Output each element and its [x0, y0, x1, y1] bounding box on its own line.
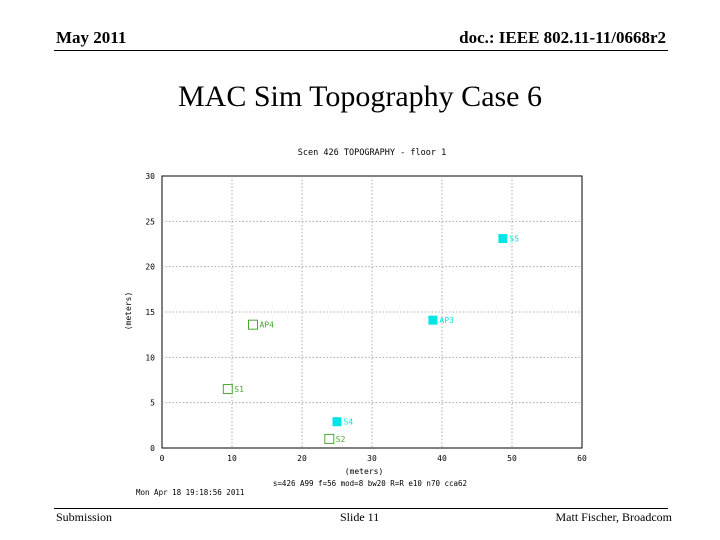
- station-label: S1: [234, 385, 244, 394]
- chart-timestamp: Mon Apr 18 19:18:56 2011: [136, 488, 244, 497]
- station-label: S2: [336, 435, 346, 444]
- y-tick-label: 0: [150, 444, 155, 453]
- x-tick-label: 0: [160, 454, 165, 463]
- slide-title: MAC Sim Topography Case 6: [177, 80, 542, 113]
- y-tick-label: 5: [150, 399, 155, 408]
- footer-rule: [54, 508, 668, 509]
- y-tick-label: 10: [145, 353, 155, 362]
- x-tick-label: 50: [507, 454, 517, 463]
- header-date: May 2011: [56, 28, 127, 47]
- tick-labels: 0 10 20 30 40 50 60 0 5 10 15 20 25 30: [145, 172, 587, 463]
- header-rule: [54, 50, 668, 51]
- station-label: AP4: [260, 321, 275, 330]
- chart-title: Scen 426 TOPOGRAPHY - floor 1: [298, 148, 446, 158]
- y-tick-label: 15: [145, 308, 155, 317]
- y-tick-label: 30: [145, 172, 155, 181]
- header-doc-number: doc.: IEEE 802.11-11/0668r2: [459, 28, 666, 47]
- x-tick-label: 40: [437, 454, 447, 463]
- station-marker: [248, 319, 258, 330]
- station-marker: [332, 417, 342, 427]
- station-marker: [498, 234, 508, 244]
- y-axis-label: (meters): [124, 292, 133, 331]
- y-tick-label: 20: [145, 263, 155, 272]
- station-label: S4: [344, 418, 354, 427]
- x-tick-label: 30: [367, 454, 377, 463]
- grid: [162, 176, 582, 448]
- station-marker: [222, 384, 233, 395]
- x-tick-label: 10: [227, 454, 237, 463]
- footer-author: Matt Fischer, Broadcom: [555, 510, 673, 524]
- simulation-info-line: s=426 A99 f=56 mod=8 bw20 R=R e10 n70 cc…: [273, 479, 467, 488]
- station-label: S5: [509, 235, 519, 244]
- station-marker: [324, 433, 335, 444]
- station-label: AP3: [439, 316, 454, 325]
- station-marker: [428, 315, 438, 325]
- footer-slide-number: Slide 11: [340, 510, 380, 524]
- x-tick-label: 60: [577, 454, 587, 463]
- data-points: S5 AP3 AP4 S1 S4 S2: [222, 234, 519, 444]
- y-tick-label: 25: [145, 217, 155, 226]
- footer-submission: Submission: [56, 510, 113, 524]
- x-axis-label: (meters): [345, 467, 384, 476]
- x-tick-label: 20: [297, 454, 307, 463]
